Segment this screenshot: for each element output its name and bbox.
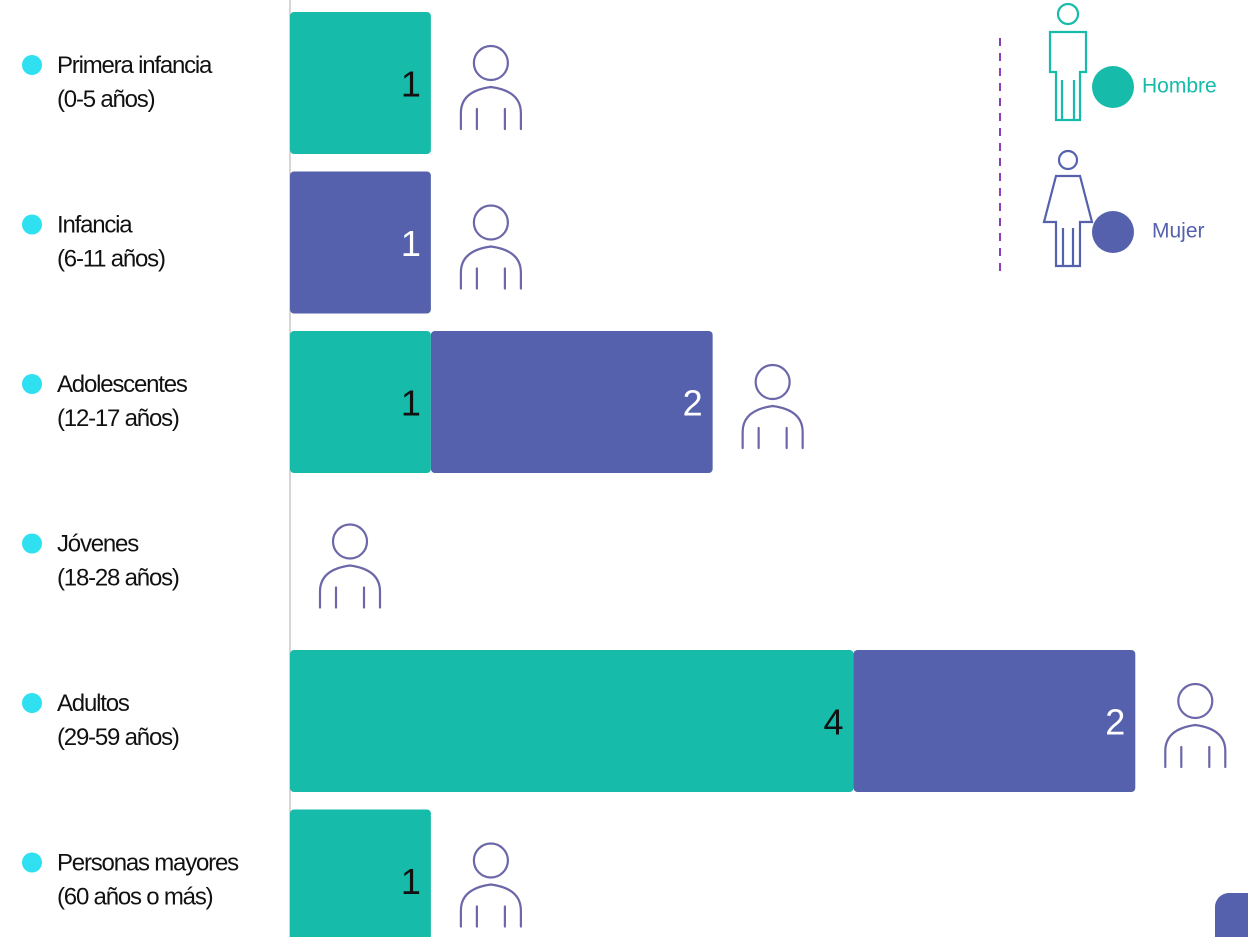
category-label: Infancia: [57, 212, 133, 239]
category-label: Adultos: [57, 690, 130, 717]
person-icon: [461, 46, 521, 129]
icon-body: [743, 406, 803, 448]
category-range: (12-17 años): [57, 405, 179, 432]
legend-label: Mujer: [1152, 220, 1205, 243]
category-label: Adolescentes: [57, 371, 188, 398]
corner-button: [1215, 893, 1248, 937]
legend-man-icon: [1050, 4, 1086, 120]
legend-swatch: [1092, 66, 1134, 108]
category-range: (6-11 años): [57, 246, 165, 273]
legend-label: Hombre: [1142, 75, 1217, 98]
icon-head: [756, 365, 790, 399]
bar-segment: [290, 650, 854, 792]
category-bullet: [22, 693, 42, 713]
category-range: (60 años o más): [57, 884, 213, 911]
legend-woman-icon: [1044, 151, 1092, 266]
category-bullet: [22, 215, 42, 235]
legend-swatch: [1092, 211, 1134, 253]
category-bullet: [22, 853, 42, 873]
value-label: 2: [683, 383, 703, 424]
icon-head: [474, 844, 508, 878]
icon-body: [1165, 725, 1225, 767]
icon-head: [333, 525, 367, 559]
icon-body: [320, 566, 380, 608]
icon-head: [474, 206, 508, 240]
category-range: (29-59 años): [57, 724, 179, 751]
value-label: 1: [401, 861, 421, 902]
category-label: Personas mayores: [57, 850, 239, 877]
category-bullet: [22, 534, 42, 554]
category-label: Primera infancia: [57, 52, 213, 79]
category-label: Jóvenes: [57, 531, 139, 558]
bar-segment: [854, 650, 1136, 792]
category-bullet: [22, 55, 42, 75]
value-label: 1: [401, 383, 421, 424]
category-range: (0-5 años): [57, 86, 155, 113]
person-icon: [461, 844, 521, 927]
value-label: 1: [401, 64, 421, 105]
chart: Primera infancia (0-5 años) 1 Infancia (6-11…: [0, 0, 1248, 937]
icon-body: [461, 87, 521, 129]
person-icon: [320, 525, 380, 608]
value-label: 1: [401, 223, 421, 264]
icon-head: [1178, 684, 1212, 718]
category-bullet: [22, 374, 42, 394]
icon-body: [461, 247, 521, 289]
bar-segment: [431, 331, 713, 473]
category-range: (18-28 años): [57, 565, 179, 592]
person-icon: [1165, 684, 1225, 767]
person-icon: [461, 206, 521, 289]
person-icon: [743, 365, 803, 448]
value-label: 2: [1105, 702, 1125, 743]
icon-body: [461, 885, 521, 927]
icon-head: [474, 46, 508, 80]
value-label: 4: [823, 702, 843, 743]
